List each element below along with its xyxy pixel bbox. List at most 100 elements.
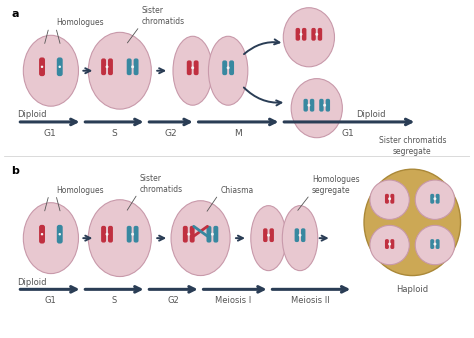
Ellipse shape <box>433 197 437 200</box>
FancyBboxPatch shape <box>319 99 324 112</box>
Ellipse shape <box>370 180 410 219</box>
Text: Meiosis II: Meiosis II <box>292 296 330 305</box>
Ellipse shape <box>23 203 79 273</box>
FancyBboxPatch shape <box>391 194 394 204</box>
Ellipse shape <box>267 234 270 237</box>
Ellipse shape <box>41 233 43 236</box>
Ellipse shape <box>415 180 455 219</box>
Ellipse shape <box>300 33 302 36</box>
Text: Homologues: Homologues <box>56 186 103 195</box>
Text: Homologues
segregate: Homologues segregate <box>312 175 359 195</box>
FancyBboxPatch shape <box>301 228 305 242</box>
Ellipse shape <box>388 197 391 200</box>
FancyBboxPatch shape <box>385 239 389 249</box>
Text: S: S <box>111 129 117 138</box>
FancyBboxPatch shape <box>302 28 306 41</box>
FancyBboxPatch shape <box>326 99 330 112</box>
Ellipse shape <box>58 233 61 236</box>
FancyBboxPatch shape <box>318 28 322 41</box>
FancyBboxPatch shape <box>296 28 300 41</box>
Ellipse shape <box>251 206 286 271</box>
Ellipse shape <box>211 233 214 236</box>
Ellipse shape <box>308 104 310 107</box>
FancyBboxPatch shape <box>127 58 132 75</box>
FancyBboxPatch shape <box>101 226 106 243</box>
Ellipse shape <box>227 66 229 69</box>
Text: Diploid: Diploid <box>356 110 386 119</box>
Ellipse shape <box>291 79 342 138</box>
Text: G2: G2 <box>167 296 179 305</box>
FancyBboxPatch shape <box>311 28 316 41</box>
FancyBboxPatch shape <box>430 239 434 249</box>
FancyBboxPatch shape <box>310 99 314 112</box>
Ellipse shape <box>191 66 194 69</box>
Ellipse shape <box>106 233 109 236</box>
Ellipse shape <box>88 200 151 276</box>
Text: G1: G1 <box>44 296 56 305</box>
Text: Chiasma: Chiasma <box>220 186 254 195</box>
Ellipse shape <box>433 243 437 245</box>
FancyBboxPatch shape <box>194 61 199 75</box>
Text: Diploid: Diploid <box>18 277 47 287</box>
Text: G1: G1 <box>342 129 355 138</box>
FancyBboxPatch shape <box>430 194 434 204</box>
FancyBboxPatch shape <box>127 226 132 243</box>
Ellipse shape <box>171 201 230 275</box>
FancyBboxPatch shape <box>183 226 188 243</box>
FancyBboxPatch shape <box>270 228 274 242</box>
FancyBboxPatch shape <box>134 226 138 243</box>
Ellipse shape <box>41 66 43 68</box>
Ellipse shape <box>364 169 461 275</box>
FancyBboxPatch shape <box>207 226 211 243</box>
FancyBboxPatch shape <box>303 99 308 112</box>
Ellipse shape <box>370 225 410 265</box>
Ellipse shape <box>209 36 248 105</box>
FancyBboxPatch shape <box>39 57 45 76</box>
Ellipse shape <box>131 233 134 236</box>
Ellipse shape <box>283 206 318 271</box>
Text: Sister
chromatids: Sister chromatids <box>141 6 184 26</box>
Ellipse shape <box>131 65 134 68</box>
Text: G1: G1 <box>44 129 56 138</box>
FancyBboxPatch shape <box>213 226 219 243</box>
FancyBboxPatch shape <box>385 194 389 204</box>
Text: Sister chromatids
segregate: Sister chromatids segregate <box>379 136 446 156</box>
Text: G2: G2 <box>164 129 177 138</box>
Text: Meiosis I: Meiosis I <box>215 296 251 305</box>
FancyBboxPatch shape <box>391 239 394 249</box>
FancyBboxPatch shape <box>108 226 113 243</box>
Ellipse shape <box>187 233 190 236</box>
Ellipse shape <box>299 234 301 237</box>
Text: a: a <box>11 9 19 19</box>
Text: Diploid: Diploid <box>18 110 47 119</box>
FancyBboxPatch shape <box>57 225 63 244</box>
Ellipse shape <box>323 104 326 107</box>
FancyBboxPatch shape <box>101 58 106 75</box>
FancyBboxPatch shape <box>190 226 195 243</box>
FancyBboxPatch shape <box>263 228 267 242</box>
Ellipse shape <box>173 36 212 105</box>
Text: S: S <box>111 296 117 305</box>
Text: Sister
chromatids: Sister chromatids <box>139 174 182 194</box>
FancyBboxPatch shape <box>229 61 234 75</box>
FancyBboxPatch shape <box>222 61 227 75</box>
Text: Homologues: Homologues <box>56 18 103 27</box>
Ellipse shape <box>58 66 61 68</box>
Text: b: b <box>11 166 19 176</box>
Text: M: M <box>234 129 242 138</box>
Ellipse shape <box>23 35 79 106</box>
Ellipse shape <box>88 32 151 109</box>
Ellipse shape <box>388 243 391 245</box>
FancyBboxPatch shape <box>57 57 63 76</box>
FancyBboxPatch shape <box>108 58 113 75</box>
FancyBboxPatch shape <box>187 61 191 75</box>
FancyBboxPatch shape <box>436 194 439 204</box>
FancyBboxPatch shape <box>295 228 299 242</box>
FancyBboxPatch shape <box>134 58 138 75</box>
Ellipse shape <box>315 33 318 36</box>
FancyBboxPatch shape <box>39 225 45 244</box>
FancyBboxPatch shape <box>436 239 439 249</box>
Ellipse shape <box>283 8 335 67</box>
Ellipse shape <box>106 65 109 68</box>
Text: Haploid: Haploid <box>396 285 428 294</box>
